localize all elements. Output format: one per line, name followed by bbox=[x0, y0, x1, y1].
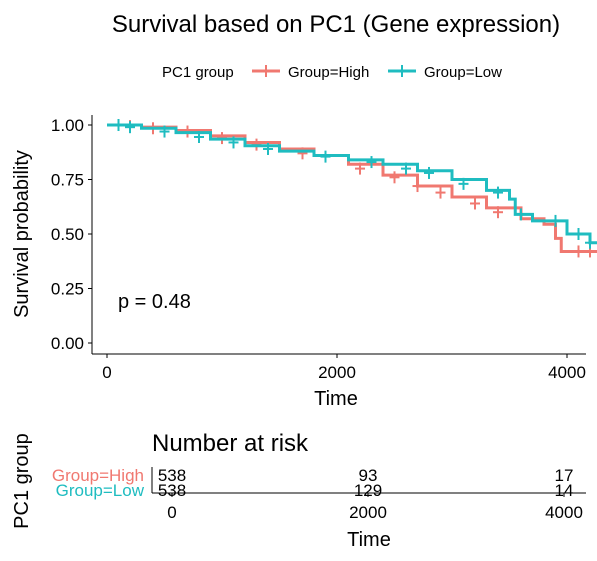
censor-mark-low bbox=[585, 236, 595, 249]
censor-mark-low bbox=[113, 119, 124, 131]
km-curve-low bbox=[107, 123, 597, 245]
risk-y-axis-title: PC1 group bbox=[11, 433, 33, 529]
km-plot: 0.000.250.500.751.00 02000400060008000 p… bbox=[11, 115, 597, 410]
km-curve-high bbox=[107, 123, 597, 253]
x-ticks: 02000400060008000 bbox=[102, 354, 586, 382]
legend-entry-low: Group=Low bbox=[388, 64, 502, 81]
y-tick-label: 0.75 bbox=[51, 171, 84, 190]
p-value-annotation: p = 0.48 bbox=[118, 291, 191, 313]
censor-mark-high bbox=[470, 197, 480, 210]
risk-x-ticks: 02000400060008000 bbox=[167, 493, 583, 522]
risk-cell-high: 538 bbox=[158, 466, 186, 485]
x-tick-label: 2000 bbox=[318, 363, 356, 382]
legend-title: PC1 group bbox=[162, 64, 234, 81]
risk-cell-low: 14 bbox=[555, 481, 574, 500]
km-series-layer bbox=[107, 119, 597, 258]
chart-title: Survival based on PC1 (Gene expression) bbox=[112, 11, 560, 38]
y-tick-label: 0.50 bbox=[51, 225, 84, 244]
risk-cell-high: 93 bbox=[359, 466, 378, 485]
censor-mark-low bbox=[125, 121, 135, 134]
y-tick-label: 0.00 bbox=[51, 334, 84, 353]
censor-mark-low bbox=[516, 208, 526, 221]
risk-row-label-high: Group=High bbox=[52, 466, 144, 485]
legend-key-low bbox=[388, 65, 416, 77]
y-ticks: 0.00 0.25 0.50 0.75 1.00 bbox=[51, 116, 92, 353]
censor-mark-low bbox=[366, 156, 377, 169]
x-tick-label: 4000 bbox=[548, 363, 586, 382]
legend-label-low: Group=Low bbox=[424, 64, 502, 81]
censor-mark-low bbox=[424, 166, 434, 179]
risk-table-title: Number at risk bbox=[152, 430, 309, 457]
censor-mark-low bbox=[263, 142, 273, 155]
censor-mark-low bbox=[401, 162, 411, 175]
censor-mark-low bbox=[573, 228, 584, 240]
censor-mark-low bbox=[458, 177, 469, 190]
risk-x-tick-label: 0 bbox=[167, 503, 176, 522]
censor-mark-low bbox=[228, 136, 239, 149]
y-tick-label: 0.25 bbox=[51, 280, 84, 299]
risk-cell-high: 17 bbox=[555, 466, 574, 485]
censor-mark-high bbox=[412, 180, 423, 193]
x-tick-label: 0 bbox=[102, 363, 111, 382]
censor-mark-low bbox=[159, 125, 170, 138]
risk-x-axis-title: Time bbox=[347, 529, 391, 551]
risk-cell-low: 538 bbox=[158, 481, 186, 500]
x-axis-title: Time bbox=[314, 388, 358, 410]
censor-mark-low bbox=[550, 214, 561, 227]
y-axis-title: Survival probability bbox=[11, 150, 33, 318]
censor-mark-low bbox=[194, 130, 204, 143]
risk-cell-low: 129 bbox=[354, 481, 382, 500]
risk-x-tick-label: 4000 bbox=[545, 503, 583, 522]
y-tick-label: 1.00 bbox=[51, 116, 84, 135]
legend-label-high: Group=High bbox=[288, 64, 369, 81]
risk-x-tick-label: 2000 bbox=[349, 503, 387, 522]
legend-entry-high: Group=High bbox=[252, 64, 369, 81]
risk-row-label-low: Group=Low bbox=[56, 481, 145, 500]
censor-mark-high bbox=[573, 245, 584, 258]
legend-key-high bbox=[252, 65, 280, 77]
risk-table: Number at risk Group=High538931753Group=… bbox=[11, 430, 586, 551]
legend: PC1 group Group=High Group=Low bbox=[162, 64, 502, 81]
censor-mark-high bbox=[389, 171, 400, 184]
censor-mark-high bbox=[435, 186, 446, 199]
risk-rows: Group=High538931753Group=Low5381291461 bbox=[52, 466, 574, 500]
censor-mark-low bbox=[320, 150, 331, 163]
censor-mark-high bbox=[297, 147, 308, 160]
censor-mark-low bbox=[493, 186, 503, 199]
censor-mark-high bbox=[493, 206, 503, 219]
censor-mark-high bbox=[355, 162, 365, 175]
